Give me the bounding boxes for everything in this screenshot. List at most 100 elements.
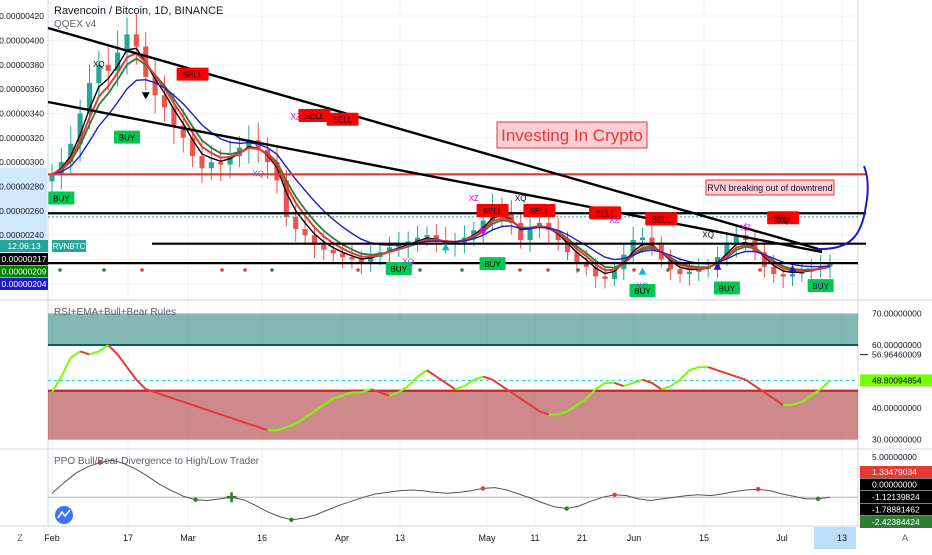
candle-body bbox=[677, 269, 683, 275]
candle-body bbox=[302, 229, 308, 236]
sell-signal-tag bbox=[298, 109, 331, 123]
candle-body bbox=[218, 162, 224, 165]
candle-body bbox=[602, 276, 608, 279]
rsi-line-segment bbox=[220, 413, 231, 419]
candle-body bbox=[471, 230, 477, 238]
signal-dot bbox=[220, 268, 224, 272]
candle-body bbox=[340, 253, 346, 258]
candle-body bbox=[771, 266, 777, 275]
price-tick-label: 0.00000340 bbox=[0, 108, 44, 118]
candle-body bbox=[583, 261, 589, 267]
ppo-tag-label: -1.78881462 bbox=[872, 505, 920, 515]
candle-body bbox=[68, 143, 74, 163]
rsi-line-segment bbox=[707, 366, 718, 372]
rsi-line-segment bbox=[211, 410, 222, 416]
rsi-tick-label: 40.00000000 bbox=[872, 403, 922, 413]
breakout-arrow-curve[interactable] bbox=[817, 165, 869, 251]
price-tick-label: 0.00000320 bbox=[0, 133, 44, 143]
note-annotation-text: RVN breaking out of downtrend bbox=[707, 183, 832, 193]
time-tick-label: Mar bbox=[180, 533, 196, 543]
auto-scale-toggle[interactable]: A bbox=[902, 533, 908, 543]
candle-body bbox=[330, 249, 336, 254]
rsi-line-segment bbox=[51, 376, 63, 393]
rsi-line-segment bbox=[89, 350, 100, 356]
buy-signal-tag bbox=[807, 279, 834, 293]
price-axis[interactable]: 0.00000420 0.00000400 0.00000380 0.00000360… bbox=[0, 11, 44, 289]
ppo-tag-label: -2.42384424 bbox=[872, 517, 920, 527]
rsi-line-segment bbox=[79, 350, 90, 356]
study-main-title[interactable]: QQEX v4 bbox=[54, 19, 97, 30]
rsi-line-segment bbox=[276, 426, 287, 432]
time-tick-label: Jul bbox=[776, 533, 788, 543]
scale-mode-left[interactable]: Z bbox=[17, 533, 23, 543]
rsi-oversold-band bbox=[48, 390, 858, 440]
rsi-line-segment bbox=[370, 388, 381, 394]
rsi-line-segment bbox=[182, 400, 193, 406]
trend-lines[interactable] bbox=[47, 26, 866, 265]
signal-triangle bbox=[479, 228, 488, 236]
ppo-axis[interactable]: 5.000000000.000000001.334790340.00000000… bbox=[860, 452, 932, 528]
price-tag-bg bbox=[0, 278, 48, 290]
rsi-line-segment bbox=[642, 378, 653, 384]
candle-body bbox=[96, 64, 102, 84]
study-ppo-title[interactable]: PPO Bull/Bear Divergence to High/Low Tra… bbox=[54, 456, 260, 467]
candle-body bbox=[86, 83, 93, 114]
buy-signal-label: BUY bbox=[484, 260, 501, 269]
ticker-tag-bg bbox=[52, 240, 86, 252]
rsi-line-segment bbox=[463, 378, 475, 387]
rsi-line-segment bbox=[632, 378, 643, 384]
rsi-tick-label: 30.00000000 bbox=[872, 435, 922, 445]
ppo-tag-bg bbox=[860, 478, 932, 491]
rsi-line-segment bbox=[304, 410, 316, 419]
rsi-line-segment bbox=[426, 369, 437, 378]
candle-body bbox=[789, 274, 796, 277]
price-tag-bg bbox=[0, 253, 48, 265]
title-annotation-box[interactable] bbox=[496, 121, 648, 149]
ppo-pivot-dot bbox=[815, 496, 821, 502]
signal-dot bbox=[140, 268, 144, 272]
rsi-line-segment bbox=[116, 353, 128, 368]
candle-body bbox=[124, 34, 130, 53]
price-tick-label: 0.00000380 bbox=[0, 60, 44, 70]
rsi-current-tag-bg bbox=[860, 374, 932, 387]
candle-body bbox=[321, 244, 327, 250]
rsi-line-segment bbox=[192, 404, 203, 410]
signal-triangle bbox=[441, 243, 450, 251]
study-rsi-title[interactable]: RSI+EMA+Bull+Bear Rules bbox=[54, 307, 177, 318]
ppo-pivot-dot bbox=[612, 492, 617, 498]
downtrend-line-upper[interactable] bbox=[47, 26, 823, 252]
rsi-line-segment bbox=[763, 391, 775, 400]
signal-dot bbox=[460, 268, 464, 272]
time-tick-label: 15 bbox=[699, 533, 709, 543]
candle-body bbox=[527, 227, 533, 241]
rsi-axis[interactable]: 70.00000000 60.00000000 40.00000000 30.0000… bbox=[860, 308, 932, 445]
price-tag-label: 0.00000204 bbox=[2, 279, 47, 289]
candle-body bbox=[190, 137, 196, 157]
xq-label: XQ bbox=[637, 282, 649, 291]
symbol-title[interactable]: Ravencoin / Bitcoin, 1D, BINANCE bbox=[54, 5, 224, 17]
sell-signal-tag bbox=[645, 212, 678, 226]
candle-body bbox=[161, 95, 168, 108]
xq-label: XQ bbox=[93, 60, 105, 69]
sell-signal-label: SELL bbox=[773, 214, 793, 223]
rsi-line-segment bbox=[792, 400, 803, 406]
tradingview-logo-icon[interactable] bbox=[55, 506, 73, 524]
sell-signal-tag bbox=[326, 112, 359, 126]
rsi-tick-label: 60.00000000 bbox=[872, 340, 922, 350]
sell-signal-label: SELL bbox=[333, 116, 353, 125]
candle-body bbox=[564, 240, 571, 253]
price-tick-label: 0.00000260 bbox=[0, 206, 44, 216]
ppo-cross-marker bbox=[226, 492, 237, 503]
ppo-tag-bg bbox=[860, 491, 932, 503]
price-tick-label: 0.00000240 bbox=[0, 230, 44, 240]
candle-body bbox=[827, 263, 833, 267]
note-annotation-box[interactable] bbox=[705, 179, 835, 196]
ppo-line bbox=[51, 459, 831, 521]
rsi-line-segment bbox=[398, 385, 409, 394]
time-axis[interactable]: Feb 17 Mar 16 Apr 13 May 11 21 Jun 15 Jul 13 Z A bbox=[17, 533, 908, 543]
downtrend-line-lower[interactable] bbox=[47, 100, 823, 254]
ppo-tag-label: 1.33479034 bbox=[872, 467, 917, 477]
ppo-pivot-dot bbox=[193, 497, 198, 502]
xq-label: XQ bbox=[702, 231, 714, 240]
